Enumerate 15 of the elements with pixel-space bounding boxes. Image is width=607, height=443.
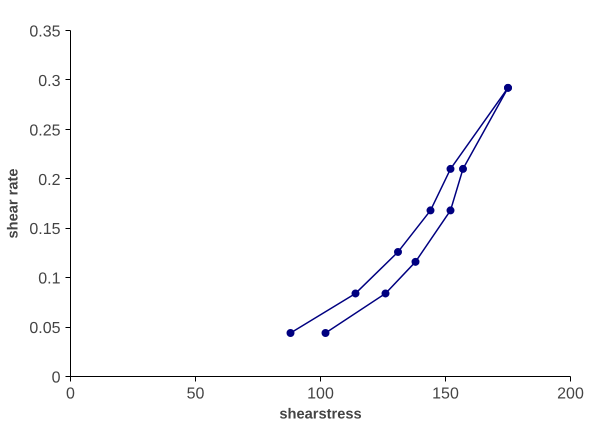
y-axis-title: shear rate — [5, 168, 22, 239]
x-axis-title: shearstress — [279, 406, 362, 422]
x-tick-label: 0 — [66, 386, 76, 402]
y-tick-label: 0.1 — [38, 270, 61, 288]
y-tick-label: 0.35 — [29, 24, 61, 40]
y-tick-label: 0.3 — [38, 72, 61, 90]
x-tick-label: 200 — [557, 386, 584, 402]
x-tick-label: 50 — [186, 386, 204, 402]
x-tick-label: 100 — [307, 386, 334, 402]
x-tick-label: 150 — [432, 386, 459, 402]
y-tick-label: 0 — [52, 370, 61, 386]
y-tick-label: 0.05 — [29, 320, 61, 338]
y-tick-label: 0.2 — [38, 172, 61, 189]
y-tick-label: 0.15 — [29, 221, 61, 238]
y-tick-label: 0.25 — [29, 122, 61, 140]
